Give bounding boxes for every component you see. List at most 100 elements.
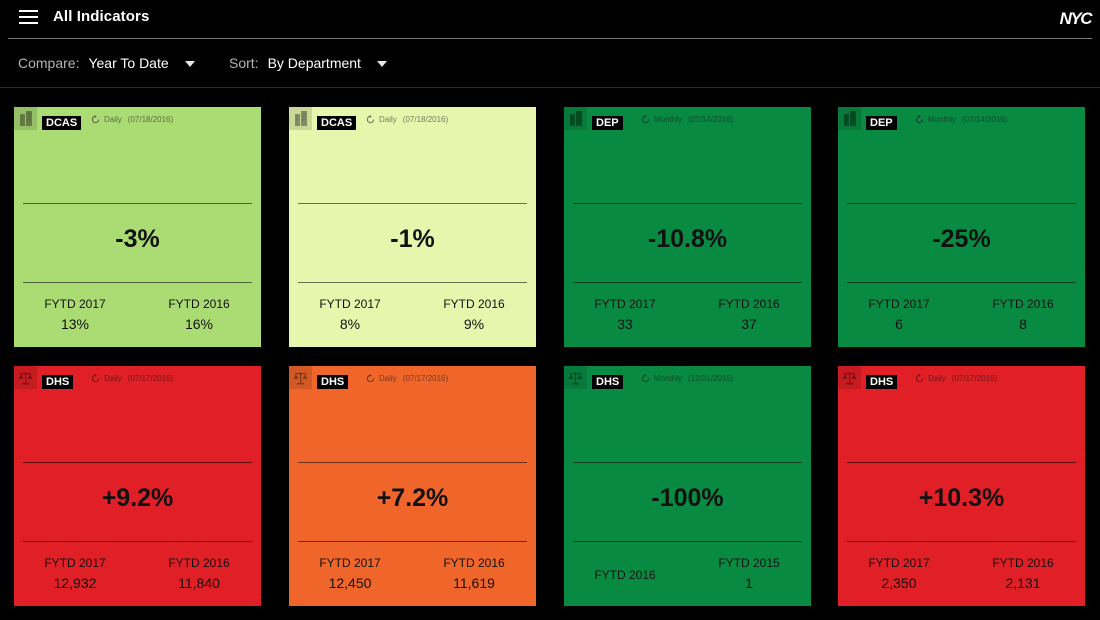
card-divider: [847, 541, 1076, 542]
stat-label: FYTD 2017: [868, 556, 930, 570]
chevron-down-icon[interactable]: [184, 60, 195, 67]
building-icon: [838, 107, 861, 130]
change-percent: -25%: [932, 225, 991, 253]
change-percent: -100%: [651, 484, 724, 512]
stat-value: 12,450: [328, 575, 372, 591]
stat-right: FYTD 2016 8: [968, 297, 1078, 332]
change-percent: -1%: [390, 225, 435, 253]
stat-value: 33: [617, 316, 633, 332]
refresh-icon: [641, 115, 654, 124]
card-header: DCAS Daily (07/18/2016): [14, 107, 261, 131]
compare-label: Compare:: [18, 55, 80, 71]
indicator-card[interactable]: DCAS Daily (07/18/2016) -1% FYTD 2017 8% FYTD …: [289, 107, 536, 347]
update-frequency: Monthly (07/14/2016): [641, 115, 733, 124]
card-header: DHS Daily (07/17/2016): [289, 366, 536, 390]
stat-right: FYTD 2016 37: [694, 297, 804, 332]
stat-left: FYTD 2017 12,450: [295, 556, 405, 591]
refresh-icon: [915, 374, 928, 383]
sort-value[interactable]: By Department: [267, 55, 361, 71]
stat-value: 12,932: [53, 575, 97, 591]
frequency-label: Monthly: [654, 374, 683, 383]
update-date: (07/18/2016): [402, 115, 449, 124]
update-frequency: Daily (07/17/2016): [915, 374, 997, 383]
filter-bar: Compare: Year To Date Sort: By Departmen…: [0, 39, 1100, 87]
card-divider: [23, 203, 252, 204]
update-date: (12/31/2015): [688, 374, 734, 383]
stat-value: 8: [1019, 316, 1027, 332]
card-divider: [298, 462, 527, 463]
stat-left: FYTD 2017 2,350: [844, 556, 954, 591]
card-header: DEP Monthly (07/14/2016): [564, 107, 811, 131]
card-divider: [573, 203, 802, 204]
building-icon: [289, 107, 312, 130]
indicator-card[interactable]: DEP Monthly (07/14/2016) -25% FYTD 2017 6 FYTD…: [838, 107, 1085, 347]
card-divider: [573, 541, 802, 542]
compare-value[interactable]: Year To Date: [88, 55, 169, 71]
stat-right: FYTD 2015 1: [694, 556, 804, 591]
indicator-card[interactable]: DHS Daily (07/17/2016) +7.2% FYTD 2017 12,450…: [289, 366, 536, 606]
update-date: (07/18/2016): [127, 115, 174, 124]
refresh-icon: [915, 115, 928, 124]
card-divider: [23, 282, 252, 283]
indicator-card[interactable]: DCAS Daily (07/18/2016) -3% FYTD 2017 13% FYTD…: [14, 107, 261, 347]
indicator-card[interactable]: DEP Monthly (07/14/2016) -10.8% FYTD 2017 33 F…: [564, 107, 811, 347]
department-badge: DHS: [317, 375, 349, 389]
stat-value: 2,350: [881, 575, 917, 591]
refresh-icon: [91, 374, 104, 383]
department-badge: DCAS: [42, 116, 82, 130]
hamburger-menu-icon[interactable]: [19, 10, 38, 24]
stat-label: FYTD 2017: [319, 297, 381, 311]
stat-right: FYTD 2016 9%: [419, 297, 529, 332]
update-frequency: Daily (07/17/2016): [91, 374, 173, 383]
top-bar: All Indicators NYC: [0, 0, 1100, 38]
change-percent: +10.3%: [918, 484, 1005, 512]
card-divider: [298, 541, 527, 542]
chevron-down-icon[interactable]: [376, 60, 387, 67]
stat-left: FYTD 2017 33: [570, 297, 680, 332]
indicator-card[interactable]: DHS Monthly (12/31/2015) -100% FYTD 2016 FYTD…: [564, 366, 811, 606]
frequency-label: Daily: [104, 374, 122, 383]
scales-icon: [14, 366, 37, 389]
stat-label: FYTD 2016: [594, 568, 656, 582]
building-icon: [14, 107, 37, 130]
card-header: DCAS Daily (07/18/2016): [289, 107, 536, 131]
stat-right: FYTD 2016 16%: [144, 297, 254, 332]
stat-left: FYTD 2017 12,932: [20, 556, 130, 591]
page-title: All Indicators: [53, 8, 150, 25]
refresh-icon: [366, 115, 379, 124]
department-badge: DCAS: [317, 116, 357, 130]
frequency-label: Monthly: [654, 115, 683, 124]
stat-value: 16%: [184, 316, 214, 332]
card-divider: [573, 282, 802, 283]
card-divider: [298, 203, 527, 204]
stat-label: FYTD 2017: [594, 297, 656, 311]
refresh-icon: [641, 374, 654, 383]
stat-label: FYTD 2016: [992, 297, 1054, 311]
sort-label: Sort:: [229, 55, 259, 71]
indicator-card[interactable]: DHS Daily (07/17/2016) +9.2% FYTD 2017 12,932…: [14, 366, 261, 606]
stat-left: FYTD 2016: [570, 568, 680, 582]
stat-value: 11,840: [178, 575, 220, 591]
department-badge: DHS: [42, 375, 74, 389]
sort-dropdown[interactable]: Sort: By Department: [229, 55, 387, 71]
update-date: (07/14/2016): [962, 115, 1008, 124]
stat-value: 9%: [463, 316, 485, 332]
card-divider: [23, 541, 252, 542]
update-date: (07/17/2016): [127, 374, 174, 383]
stat-value: 11,619: [453, 575, 495, 591]
stat-label: FYTD 2016: [168, 297, 230, 311]
change-percent: +9.2%: [101, 484, 174, 512]
change-percent: -10.8%: [647, 225, 728, 253]
stat-label: FYTD 2017: [319, 556, 381, 570]
stat-label: FYTD 2016: [443, 297, 505, 311]
card-header: DHS Daily (07/17/2016): [838, 366, 1085, 390]
stat-label: FYTD 2016: [992, 556, 1054, 570]
indicator-card[interactable]: DHS Daily (07/17/2016) +10.3% FYTD 2017 2,350…: [838, 366, 1085, 606]
department-badge: DHS: [592, 375, 624, 389]
stat-left: FYTD 2017 6: [844, 297, 954, 332]
stat-label: FYTD 2017: [44, 297, 106, 311]
scales-icon: [564, 366, 587, 389]
stat-label: FYTD 2017: [44, 556, 106, 570]
frequency-label: Daily: [379, 374, 397, 383]
compare-dropdown[interactable]: Compare: Year To Date: [18, 55, 195, 71]
